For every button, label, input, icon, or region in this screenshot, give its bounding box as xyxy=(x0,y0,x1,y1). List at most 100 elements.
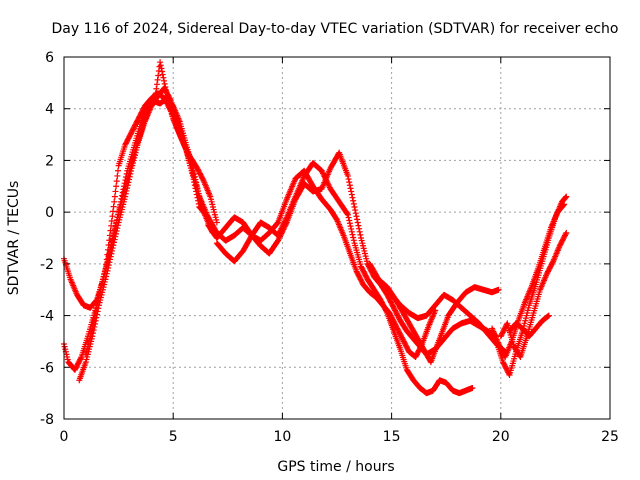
series-track-3 xyxy=(76,85,216,384)
data-point xyxy=(108,222,115,229)
data-point xyxy=(121,183,128,190)
data-point xyxy=(281,219,288,226)
data-point xyxy=(353,213,360,220)
data-point xyxy=(105,242,112,249)
data-point xyxy=(495,286,502,293)
data-point xyxy=(357,231,364,238)
y-tick-label: 6 xyxy=(45,50,54,66)
data-point xyxy=(126,176,133,183)
data-point xyxy=(109,213,116,220)
data-point xyxy=(119,192,126,199)
data-point xyxy=(281,218,288,225)
data-point xyxy=(346,217,353,224)
data-point xyxy=(91,315,98,322)
data-point xyxy=(103,261,110,268)
data-point xyxy=(350,197,357,204)
data-point xyxy=(545,312,552,319)
data-point xyxy=(113,183,120,190)
data-point xyxy=(505,370,512,377)
data-point xyxy=(560,202,567,209)
data-point xyxy=(109,208,116,215)
data-point xyxy=(161,77,168,84)
data-point xyxy=(344,172,351,179)
data-point xyxy=(160,74,167,81)
data-point xyxy=(322,174,329,181)
data-point xyxy=(279,224,286,231)
y-tick-label: 2 xyxy=(45,153,54,169)
data-point xyxy=(276,229,283,236)
data-point xyxy=(275,231,282,238)
data-point xyxy=(351,203,358,210)
data-point xyxy=(112,233,119,240)
data-point xyxy=(110,203,117,210)
y-axis-label: SDTVAR / TECUs xyxy=(6,181,22,296)
data-point xyxy=(89,325,96,332)
y-tick-label: -2 xyxy=(40,257,54,273)
data-point xyxy=(120,186,127,193)
series-track-12 xyxy=(497,229,570,360)
data-point xyxy=(320,171,327,178)
data-point xyxy=(516,352,523,359)
data-point xyxy=(200,176,207,183)
data-point xyxy=(278,225,285,232)
data-point xyxy=(347,223,354,230)
data-point xyxy=(108,218,115,225)
data-point xyxy=(352,210,359,217)
data-point xyxy=(114,225,121,232)
x-tick-label: 0 xyxy=(60,429,69,445)
data-point xyxy=(326,183,333,190)
data-point xyxy=(349,231,356,238)
data-point xyxy=(111,239,118,246)
data-point xyxy=(323,177,330,184)
data-point xyxy=(109,247,116,254)
data-point xyxy=(104,246,111,253)
data-point xyxy=(157,59,164,66)
data-point xyxy=(350,237,357,244)
data-point xyxy=(111,193,118,200)
data-point xyxy=(112,188,119,195)
data-point xyxy=(325,181,332,188)
data-point xyxy=(167,96,174,103)
axis-ticks: 0 5 10 15 20 25 -8 -6 -4 -2 0 2 4 6 xyxy=(40,50,619,445)
data-point xyxy=(277,228,284,235)
data-point xyxy=(92,312,99,319)
data-point xyxy=(159,71,166,78)
data-point xyxy=(275,232,282,239)
data-point xyxy=(122,193,129,200)
data-point xyxy=(113,228,120,235)
data-point xyxy=(347,185,354,192)
data-point xyxy=(348,191,355,198)
data-point xyxy=(563,193,570,200)
series-track-4 xyxy=(82,90,220,358)
data-point xyxy=(354,219,361,226)
data-point xyxy=(113,178,120,185)
data-point xyxy=(93,301,100,308)
y-tick-label: -6 xyxy=(40,360,54,376)
data-point xyxy=(322,176,329,183)
data-point xyxy=(126,173,133,180)
data-point xyxy=(213,219,220,226)
data-point xyxy=(562,194,569,201)
data-point xyxy=(107,253,114,260)
data-point xyxy=(283,215,290,222)
data-point xyxy=(324,180,331,187)
data-point xyxy=(111,198,118,205)
data-point xyxy=(114,222,121,229)
data-point xyxy=(155,72,162,79)
data-marks xyxy=(61,59,570,397)
data-point xyxy=(319,169,326,176)
data-point xyxy=(123,187,130,194)
data-point xyxy=(355,222,362,229)
x-tick-label: 10 xyxy=(273,429,291,445)
y-tick-label: 4 xyxy=(45,102,54,118)
data-point xyxy=(111,236,118,243)
y-tick-label: -4 xyxy=(40,309,54,325)
data-point xyxy=(345,176,352,183)
data-point xyxy=(356,228,363,235)
data-point xyxy=(109,245,116,252)
data-point xyxy=(90,318,97,325)
x-tick-label: 20 xyxy=(492,429,510,445)
data-point xyxy=(321,173,328,180)
data-point xyxy=(348,228,355,235)
data-point xyxy=(106,237,113,244)
